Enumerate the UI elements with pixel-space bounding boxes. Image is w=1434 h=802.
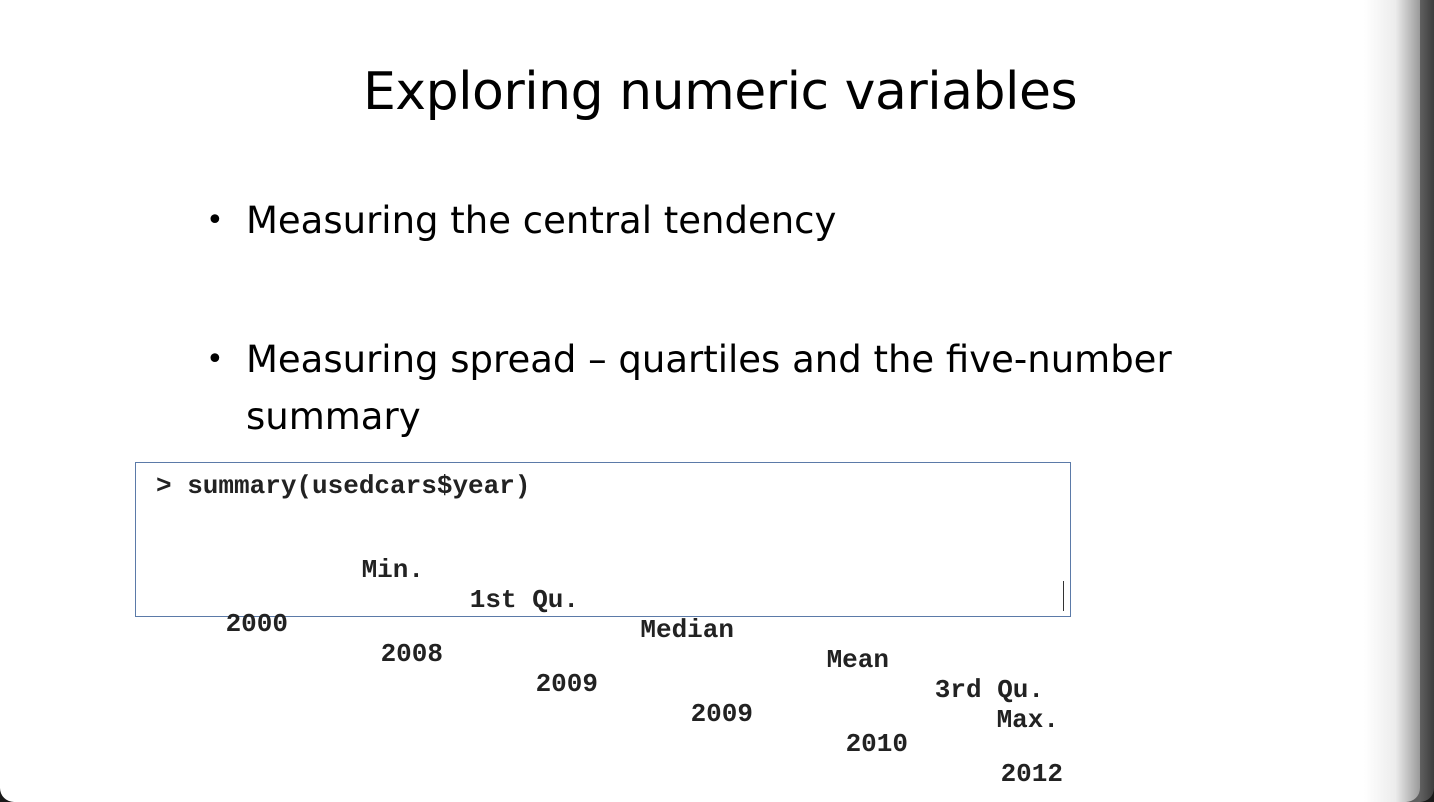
bullet-measuring-spread: • Measuring spread – quartiles and the f… <box>206 331 1246 445</box>
summary-value-cell: 2010 <box>845 729 908 759</box>
summary-value-cell: 2012 <box>1000 759 1063 789</box>
summary-header-row: Min. 1st Qu. Median Mean 3rd Qu. Max. <box>136 525 1066 735</box>
summary-header-cell: 3rd Qu. <box>934 675 1044 705</box>
slide-title: Exploring numeric variables <box>362 62 1078 122</box>
summary-header-cell: Mean <box>826 645 889 675</box>
summary-header-cell: Median <box>640 615 734 645</box>
bullet-dot-icon: • <box>206 342 224 377</box>
bullet-dot-icon: • <box>206 203 224 238</box>
summary-value-cell: 2008 <box>380 639 443 669</box>
summary-value-cell: 2009 <box>535 669 598 699</box>
bullet-text: Measuring the central tendency <box>246 199 837 242</box>
summary-header-cell: Min. <box>361 555 424 585</box>
bullet-text: Measuring spread – quartiles and the fiv… <box>246 338 1172 438</box>
bullet-central-tendency: • Measuring the central tendency <box>206 192 1246 249</box>
summary-value-cell: 2009 <box>690 699 753 729</box>
summary-header-cell: Max. <box>996 705 1059 735</box>
slide-edge-shadow <box>1364 0 1434 802</box>
console-command: > summary(usedcars$year) <box>156 471 531 501</box>
text-cursor <box>1063 581 1064 611</box>
summary-values-row: 2000 2008 2009 2009 2010 2012 <box>136 579 1066 789</box>
summary-value-cell: 2000 <box>225 609 288 639</box>
summary-header-cell: 1st Qu. <box>469 585 579 615</box>
r-console-output: > summary(usedcars$year) Min. 1st Qu. Me… <box>135 462 1071 789</box>
